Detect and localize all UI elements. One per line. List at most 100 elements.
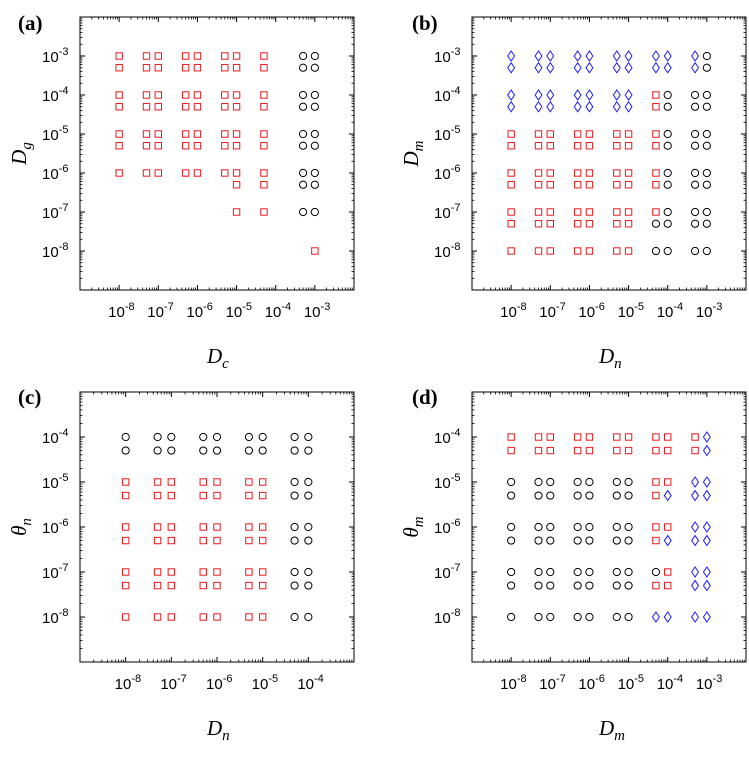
y-tick-label: 10-8: [434, 607, 460, 627]
diamond-marker: [534, 89, 543, 101]
diamond-marker: [573, 89, 582, 101]
x-tick-label: 10-7: [160, 673, 186, 693]
square-marker: [153, 568, 162, 576]
y-tick-label: 10-7: [42, 202, 68, 222]
y-tick-exponent: -3: [451, 46, 461, 58]
circle-marker: [546, 536, 555, 545]
x-axis-symbol: D: [598, 716, 614, 740]
square-marker: [546, 208, 554, 216]
circle-marker: [663, 141, 672, 150]
square-marker: [258, 568, 267, 576]
diamond-marker: [534, 61, 543, 74]
y-axis-subscript: n: [19, 518, 35, 526]
markers: [121, 432, 313, 622]
circle-marker: [212, 432, 222, 442]
square-marker: [260, 142, 268, 150]
circle-marker: [624, 612, 633, 622]
circle-marker: [690, 207, 700, 217]
x-tick-base: 10: [186, 304, 203, 321]
square-marker: [260, 64, 268, 72]
y-tick-base: 10: [42, 205, 59, 222]
y-axis-symbol: D: [7, 150, 31, 166]
circle-marker: [199, 432, 208, 442]
diamond-marker: [663, 489, 672, 502]
square-marker: [613, 247, 621, 255]
x-tick-label: 10-8: [500, 673, 526, 693]
y-tick-label: 10-4: [42, 427, 68, 447]
square-marker: [153, 536, 162, 545]
square-marker: [245, 581, 253, 590]
diamond-marker: [651, 50, 660, 62]
square-marker: [193, 91, 202, 99]
diamond-marker: [534, 100, 543, 113]
circle-marker: [310, 168, 319, 178]
circle-marker: [690, 246, 700, 256]
square-marker: [232, 52, 241, 60]
x-tick-base: 10: [657, 304, 674, 321]
square-marker: [534, 433, 543, 441]
square-marker: [154, 103, 162, 111]
square-marker: [546, 433, 554, 441]
square-marker: [585, 181, 594, 189]
y-tick-base: 10: [42, 610, 59, 627]
minor-ticks: [472, 17, 746, 290]
y-tick-exponent: -6: [59, 163, 69, 175]
diamond-marker: [624, 50, 633, 62]
square-marker: [546, 247, 554, 255]
markers: [115, 51, 319, 255]
y-axis-symbol: θ: [7, 526, 31, 536]
square-marker: [624, 433, 633, 441]
square-marker: [585, 433, 594, 441]
square-marker: [534, 220, 543, 228]
x-tick-exponent: -7: [177, 673, 187, 685]
square-marker: [507, 169, 515, 177]
square-marker: [213, 491, 221, 500]
square-marker: [652, 433, 660, 441]
square-marker: [258, 478, 267, 486]
circle-marker: [702, 207, 711, 217]
circle-marker: [212, 446, 222, 455]
square-marker: [573, 169, 582, 177]
minor-ticks: [80, 392, 354, 662]
square-marker: [213, 581, 221, 590]
square-marker: [213, 536, 221, 545]
y-tick-exponent: -5: [451, 472, 461, 484]
minor-ticks: [472, 392, 746, 662]
circle-marker: [310, 129, 319, 139]
circle-marker: [534, 612, 543, 622]
circle-marker: [534, 581, 543, 590]
x-tick-base: 10: [304, 304, 321, 321]
circle-marker: [573, 567, 582, 577]
plot-frame: [79, 391, 355, 663]
diamond-marker: [691, 50, 700, 62]
y-tick-exponent: -7: [451, 202, 461, 214]
square-marker: [245, 478, 253, 486]
circle-marker: [702, 90, 711, 100]
square-marker: [167, 581, 176, 590]
circle-marker: [573, 581, 582, 590]
square-marker: [154, 64, 162, 72]
diamond-marker: [573, 50, 582, 62]
diamond-marker: [612, 50, 621, 62]
square-marker: [691, 446, 699, 455]
circle-marker: [612, 612, 621, 622]
square-marker: [221, 103, 229, 111]
x-tick-exponent: -7: [164, 301, 174, 313]
diamond-marker: [702, 534, 711, 547]
x-tick-base: 10: [657, 676, 674, 693]
circle-marker: [507, 612, 516, 622]
y-tick-exponent: -8: [451, 607, 461, 619]
square-marker: [154, 130, 162, 138]
square-marker: [624, 181, 633, 189]
y-tick-base: 10: [434, 88, 451, 105]
square-marker: [664, 568, 672, 576]
y-tick-label: 10-7: [434, 202, 460, 222]
diamond-marker: [546, 61, 555, 74]
circle-marker: [585, 567, 594, 577]
circle-marker: [612, 581, 621, 590]
circle-marker: [612, 567, 621, 577]
diamond-marker: [534, 50, 543, 62]
y-tick-base: 10: [434, 565, 451, 582]
square-marker: [546, 446, 554, 455]
y-tick-base: 10: [434, 205, 451, 222]
